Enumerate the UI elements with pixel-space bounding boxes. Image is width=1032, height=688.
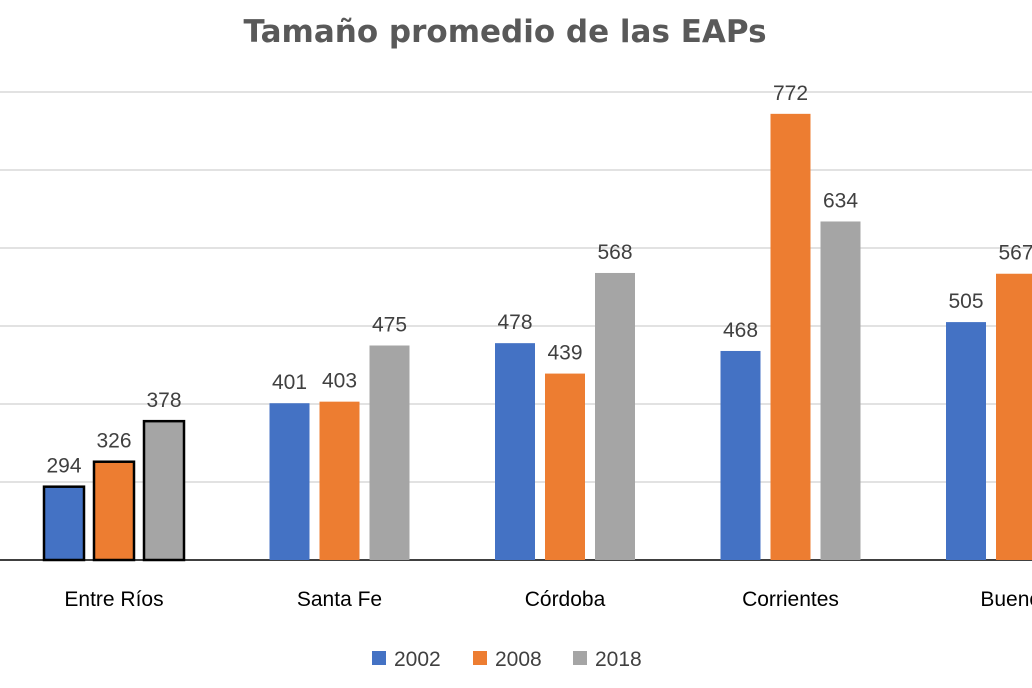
bar-2008 bbox=[545, 373, 585, 560]
bar-2008 bbox=[770, 113, 811, 560]
bar-2008 bbox=[92, 460, 136, 562]
legend-label: 2002 bbox=[394, 648, 441, 671]
chart-title: Tamaño promedio de las EAPs bbox=[243, 14, 766, 50]
bar-2002 bbox=[720, 350, 761, 560]
data-label: 634 bbox=[823, 189, 858, 212]
legend-swatch-2008 bbox=[473, 651, 487, 665]
bar-2002 bbox=[269, 403, 310, 560]
data-label: 475 bbox=[372, 314, 407, 337]
bar-2018 bbox=[820, 221, 861, 561]
data-label: 439 bbox=[547, 342, 582, 365]
data-label: 505 bbox=[948, 290, 983, 313]
bar-2002 bbox=[946, 322, 986, 560]
legend-swatch-2002 bbox=[372, 651, 386, 665]
data-label: 568 bbox=[597, 241, 632, 264]
data-label: 468 bbox=[723, 319, 758, 342]
category-label: Entre Ríos bbox=[64, 588, 163, 611]
bar-2018 bbox=[369, 345, 410, 560]
data-label: 772 bbox=[773, 82, 808, 105]
bar-2002 bbox=[42, 485, 86, 562]
data-label: 567 bbox=[998, 242, 1032, 265]
legend-swatch-2018 bbox=[573, 651, 587, 665]
category-label: Santa Fe bbox=[297, 588, 382, 611]
category-label: Córdoba bbox=[525, 588, 606, 611]
data-label: 401 bbox=[272, 371, 307, 394]
data-label: 403 bbox=[322, 370, 357, 393]
data-label: 478 bbox=[497, 311, 532, 334]
bar-2008 bbox=[319, 401, 360, 560]
legend-label: 2018 bbox=[595, 648, 642, 671]
bar-2018 bbox=[595, 272, 635, 560]
data-label: 294 bbox=[46, 455, 81, 478]
category-label: Buenos bbox=[980, 588, 1032, 611]
bar-2018 bbox=[142, 419, 186, 562]
data-label: 378 bbox=[146, 389, 181, 412]
category-label: Corrientes bbox=[742, 588, 839, 611]
bar-2002 bbox=[495, 343, 535, 560]
bar-2008 bbox=[996, 273, 1032, 560]
data-label: 326 bbox=[96, 430, 131, 453]
legend-label: 2008 bbox=[495, 648, 542, 671]
